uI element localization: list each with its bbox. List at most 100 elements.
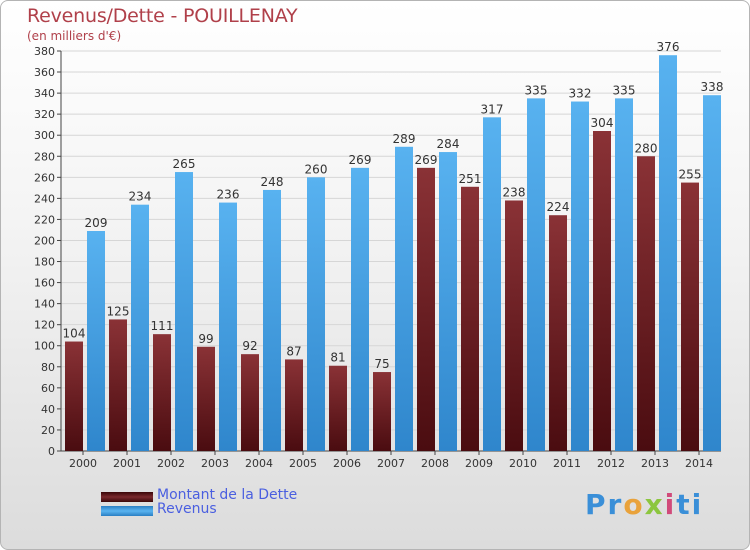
chart-subtitle: (en milliers d'€) [27, 29, 122, 43]
chart-title: Revenus/Dette - POUILLENAY [27, 5, 298, 27]
bar-debt [153, 334, 171, 451]
bar-debt [549, 215, 567, 451]
y-tick-label: 380 [34, 45, 55, 58]
data-label-debt: 125 [107, 304, 130, 318]
x-tick-label: 2012 [597, 457, 625, 470]
data-label-debt: 75 [374, 357, 389, 371]
y-tick-label: 0 [48, 445, 55, 458]
bar-debt [417, 167, 435, 451]
y-tick-label: 60 [41, 382, 55, 395]
bar-revenue [483, 117, 501, 451]
y-tick-label: 20 [41, 424, 55, 437]
data-label-revenue: 284 [437, 137, 460, 151]
data-label-debt: 224 [547, 200, 570, 214]
bar-debt [637, 156, 655, 451]
data-label-debt: 111 [151, 319, 174, 333]
x-tick-label: 2014 [685, 457, 713, 470]
data-label-revenue: 236 [217, 188, 240, 202]
data-label-revenue: 234 [129, 190, 152, 204]
x-tick-label: 2006 [333, 457, 361, 470]
data-label-debt: 104 [63, 327, 86, 341]
data-label-debt: 280 [635, 141, 658, 155]
bar-revenue [87, 231, 105, 451]
data-label-debt: 238 [503, 185, 526, 199]
data-label-revenue: 269 [349, 153, 372, 167]
bar-debt [593, 131, 611, 451]
y-tick-label: 180 [34, 256, 55, 269]
data-label-debt: 304 [591, 116, 614, 130]
x-tick-label: 2003 [201, 457, 229, 470]
x-tick-label: 2010 [509, 457, 537, 470]
bar-debt [505, 200, 523, 451]
legend-label-revenue: Revenus [157, 501, 217, 517]
y-tick-label: 360 [34, 66, 55, 79]
bar-revenue [659, 55, 677, 452]
bar-revenue [219, 202, 237, 451]
data-label-debt: 251 [459, 172, 482, 186]
y-tick-label: 260 [34, 171, 55, 184]
x-tick-label: 2002 [157, 457, 185, 470]
bar-debt [373, 372, 391, 451]
x-tick-label: 2007 [377, 457, 405, 470]
bar-debt [461, 186, 479, 451]
bar-revenue [527, 98, 545, 452]
legend-swatch-revenue [101, 506, 153, 516]
data-label-revenue: 335 [525, 83, 548, 97]
data-label-revenue: 376 [657, 40, 680, 54]
bar-debt [197, 346, 215, 451]
data-label-debt: 87 [286, 344, 301, 358]
data-label-debt: 99 [198, 332, 213, 346]
bar-revenue [307, 177, 325, 451]
data-label-debt: 81 [330, 351, 345, 365]
y-tick-label: 80 [41, 361, 55, 374]
bar-revenue [131, 204, 149, 451]
proxiti-logo: Proxiti [585, 488, 704, 521]
bar-revenue [351, 167, 369, 451]
bar-debt [109, 319, 127, 451]
y-tick-label: 300 [34, 129, 55, 142]
x-tick-label: 2011 [553, 457, 581, 470]
y-tick-label: 240 [34, 192, 55, 205]
bar-revenue [615, 98, 633, 452]
x-tick-label: 2000 [69, 457, 97, 470]
y-tick-label: 40 [41, 403, 55, 416]
x-tick-label: 2008 [421, 457, 449, 470]
legend-swatch-debt [101, 492, 153, 502]
bar-revenue [439, 152, 457, 452]
x-tick-label: 2005 [289, 457, 317, 470]
data-label-debt: 255 [679, 168, 702, 182]
data-label-revenue: 317 [481, 102, 504, 116]
bar-debt [329, 365, 347, 451]
x-tick-label: 2013 [641, 457, 669, 470]
data-label-revenue: 335 [613, 83, 636, 97]
bar-revenue [571, 101, 589, 452]
bar-debt [241, 354, 259, 451]
data-label-revenue: 260 [305, 162, 328, 176]
x-tick-label: 2001 [113, 457, 141, 470]
y-tick-label: 320 [34, 108, 55, 121]
y-tick-label: 100 [34, 340, 55, 353]
x-tick-label: 2009 [465, 457, 493, 470]
bar-revenue [263, 189, 281, 451]
x-tick-label: 2004 [245, 457, 273, 470]
bar-debt [285, 359, 303, 451]
bar-debt [65, 341, 83, 451]
y-tick-label: 200 [34, 234, 55, 247]
bar-revenue [703, 95, 721, 452]
y-tick-label: 280 [34, 150, 55, 163]
y-tick-label: 220 [34, 213, 55, 226]
bar-revenue [395, 146, 413, 451]
data-label-debt: 92 [242, 339, 257, 353]
data-label-revenue: 248 [261, 175, 284, 189]
y-tick-label: 160 [34, 277, 55, 290]
y-tick-label: 140 [34, 298, 55, 311]
legend-label-debt: Montant de la Dette [157, 487, 298, 503]
bar-revenue [175, 172, 193, 452]
y-tick-label: 120 [34, 319, 55, 332]
data-label-revenue: 265 [173, 157, 196, 171]
data-label-revenue: 209 [85, 216, 108, 230]
data-label-revenue: 332 [569, 87, 592, 101]
y-tick-label: 340 [34, 87, 55, 100]
